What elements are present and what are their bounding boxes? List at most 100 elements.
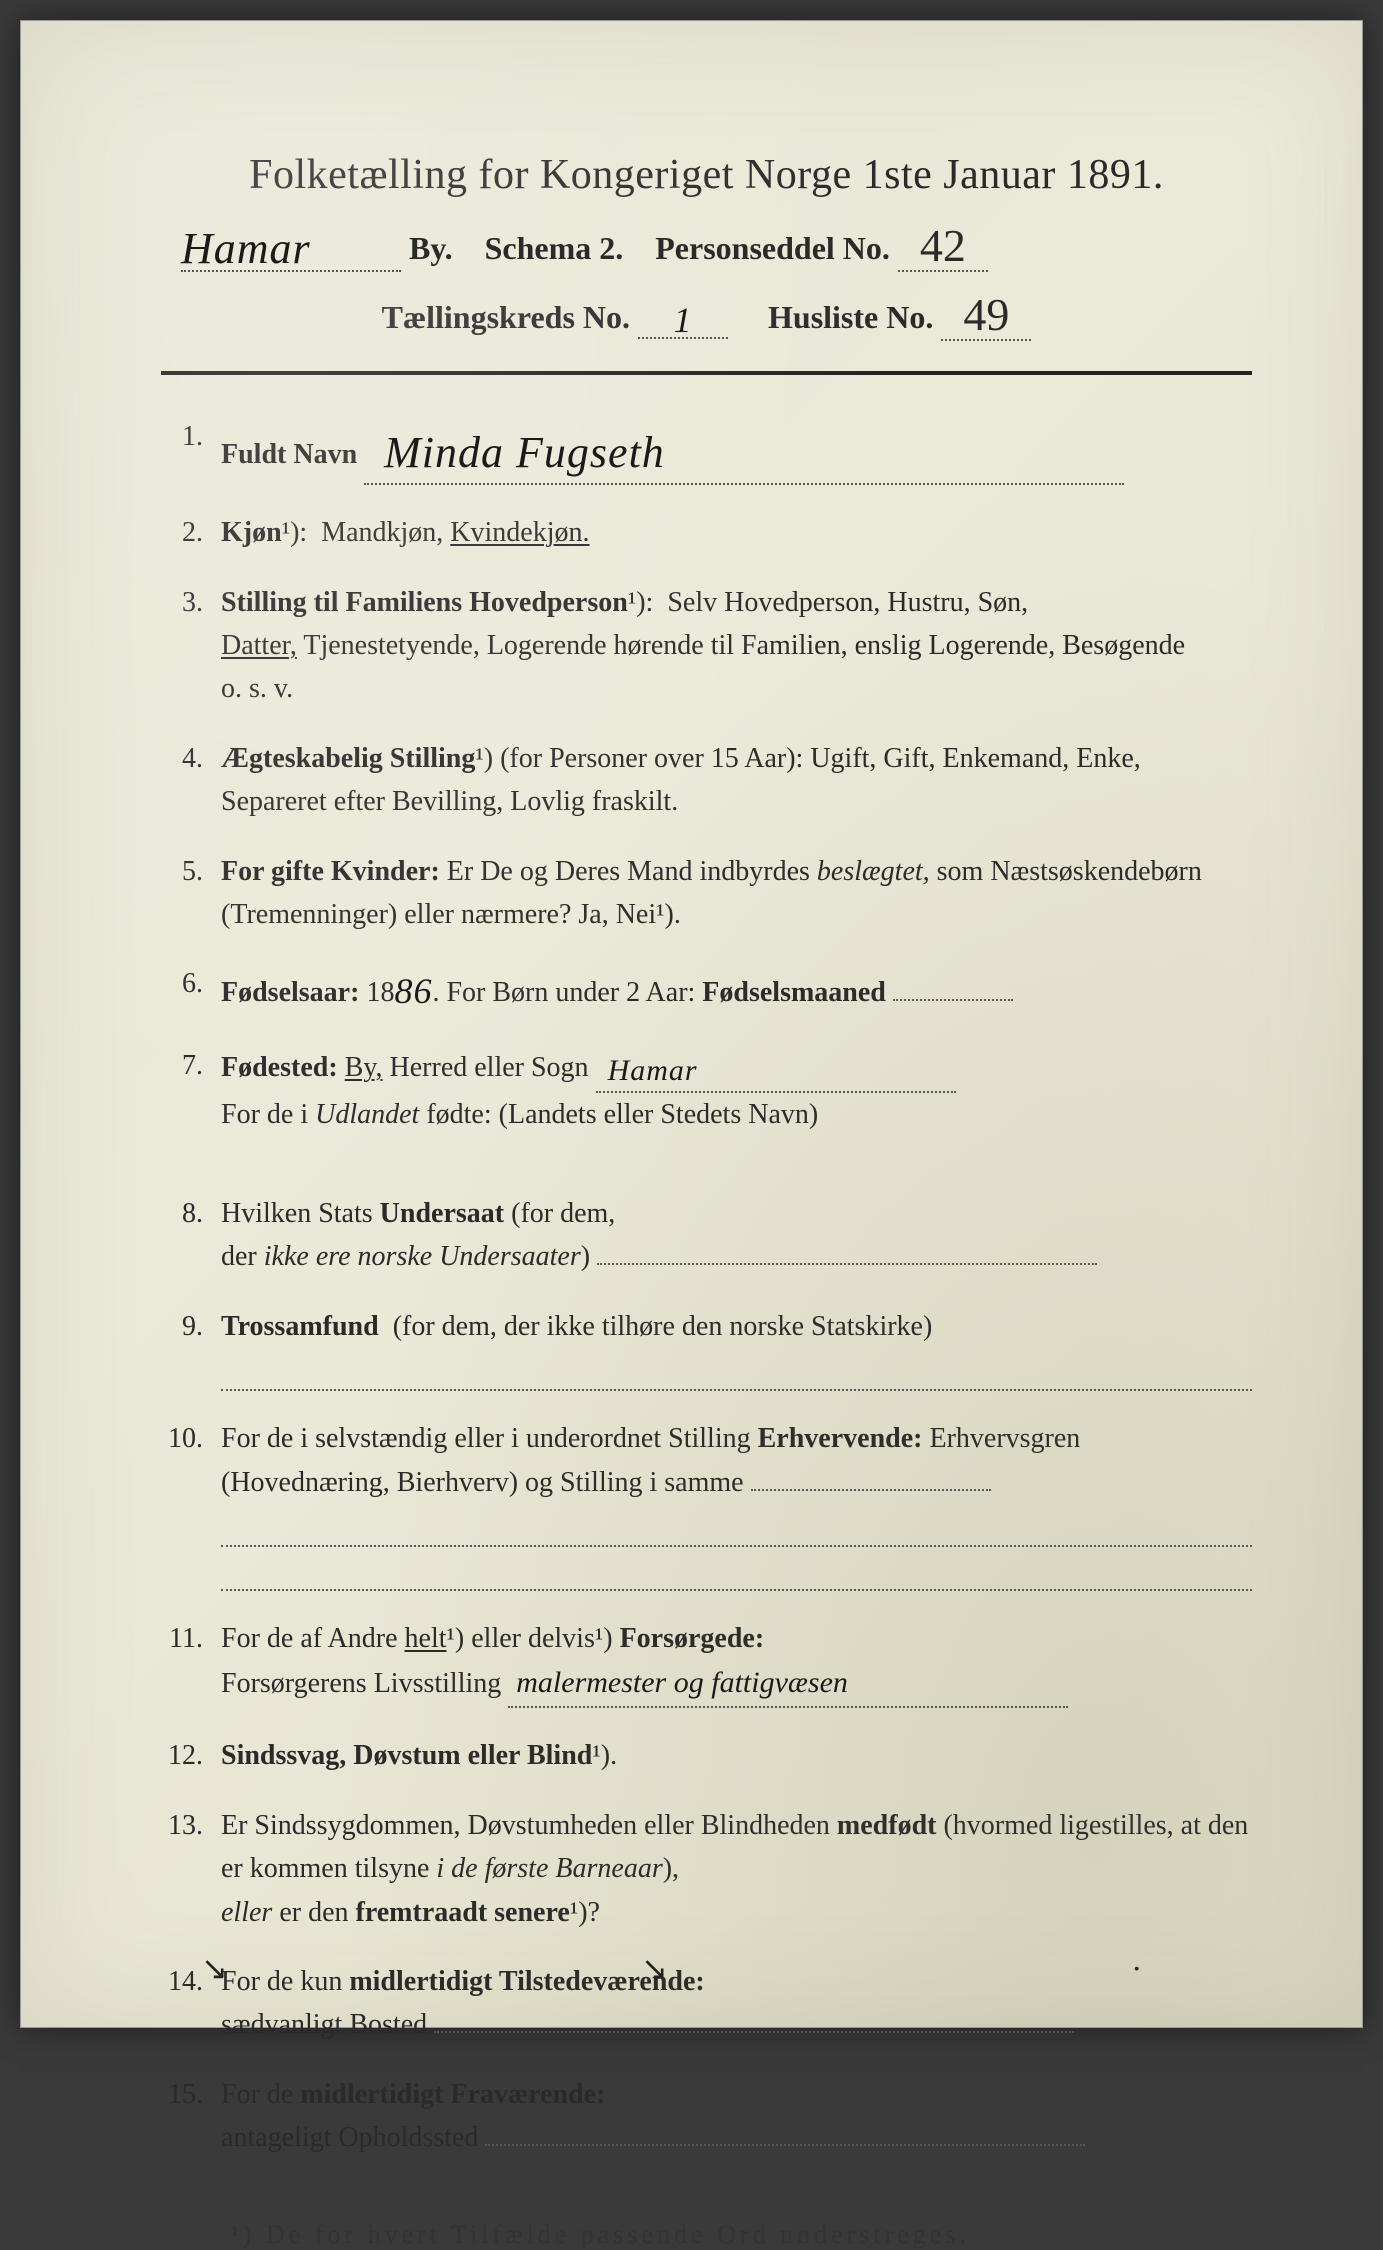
text1: Er De og Deres Mand indbyrdes: [447, 856, 810, 887]
text1: For de af Andre: [221, 1623, 398, 1654]
bold1: medfødt: [837, 1810, 937, 1841]
row-num: 3.: [161, 581, 221, 624]
text2: (for dem,: [511, 1198, 615, 1229]
form-title: Folketælling for Kongeriget Norge 1ste J…: [161, 151, 1252, 199]
opt-datter: Datter,: [221, 630, 297, 661]
note: ¹)?: [570, 1897, 600, 1928]
row-1: 1. Fuldt Navn Minda Fugseth: [161, 415, 1252, 485]
note: ¹) eller delvis¹): [447, 1623, 613, 1654]
row-num: 6.: [161, 962, 221, 1005]
opt-mand: Mandkjøn,: [321, 517, 443, 548]
italic: Udlandet: [315, 1099, 419, 1130]
text: . For Børn under 2 Aar:: [432, 977, 695, 1008]
note: ¹): [475, 743, 493, 774]
text2: Tjenestetyende, Logerende hørende til Fa…: [303, 630, 1185, 661]
footnote: ¹) De for hvert Tilfælde passende Ord un…: [161, 2220, 1252, 2250]
row-num: 1.: [161, 415, 221, 458]
text3: der: [221, 1241, 257, 1272]
row-num: 5.: [161, 850, 221, 893]
row-9: 9. Trossamfund (for dem, der ikke tilhør…: [161, 1305, 1252, 1392]
row-8: 8. Hvilken Stats Undersaat (for dem, der…: [161, 1192, 1252, 1279]
field-label: Forsørgede:: [620, 1623, 765, 1654]
text1: Herred eller Sogn: [390, 1052, 589, 1083]
note: ¹):: [628, 587, 654, 618]
row-7: 7. Fødested: By, Herred eller Sogn Hamar…: [161, 1044, 1252, 1136]
text1: Selv Hovedperson, Hustru, Søn,: [667, 587, 1028, 618]
row-num: 12.: [161, 1734, 221, 1777]
text4: ): [581, 1241, 590, 1272]
text3: fødte: (Landets eller Stedets Navn): [426, 1099, 818, 1130]
mark-icon: ↘: [201, 1949, 228, 1987]
row-num: 4.: [161, 737, 221, 780]
field-label: midlertidigt Fraværende:: [300, 2079, 605, 2110]
row-num: 10.: [161, 1417, 221, 1460]
text1: For de: [221, 2079, 293, 2110]
by-label: By.: [409, 230, 453, 266]
field-label-2: Fødselsmaaned: [702, 977, 886, 1008]
field-label: Undersaat: [380, 1198, 504, 1229]
italic: i de første Barneaar: [436, 1853, 662, 1884]
field-label: Trossamfund: [221, 1311, 379, 1342]
field-label: For gifte Kvinder:: [221, 856, 440, 887]
name-value: Minda Fugseth: [384, 428, 665, 477]
underlined: helt: [405, 1623, 447, 1654]
row-4: 4. Ægteskabelig Stilling¹) (for Personer…: [161, 737, 1252, 824]
text: (for dem, der ikke tilhøre den norske St…: [393, 1311, 933, 1342]
text3: ),: [663, 1853, 679, 1884]
opt-by: By,: [345, 1052, 383, 1083]
husliste-no: 49: [963, 289, 1009, 340]
birth-year: 86: [394, 971, 432, 1011]
row-11: 11. For de af Andre helt¹) eller delvis¹…: [161, 1617, 1252, 1709]
text2: For de i: [221, 1099, 308, 1130]
field-label: Sindssvag, Døvstum eller Blind: [221, 1740, 592, 1771]
note: ¹).: [592, 1740, 617, 1771]
text2: antageligt Opholdssted: [221, 2122, 478, 2153]
field-label: Ægteskabelig Stilling: [221, 743, 475, 774]
birthplace-value: Hamar: [608, 1054, 698, 1087]
header-line-2: Tællingskreds No. 1 Husliste No. 49: [161, 286, 1252, 341]
header-line-1: Hamar By. Schema 2. Personseddel No. 42: [161, 217, 1252, 272]
kreds-label: Tællingskreds No.: [382, 299, 630, 335]
opt-kvinde: Kvindekjøn.: [450, 517, 589, 548]
field-label: Fødested:: [221, 1052, 338, 1083]
italic: ikke ere norske Undersaater: [264, 1241, 581, 1272]
row-num: 11.: [161, 1617, 221, 1660]
text4: er den: [279, 1897, 348, 1928]
mark-icon: ↘: [641, 1949, 668, 1987]
census-form-page: Folketælling for Kongeriget Norge 1ste J…: [20, 20, 1363, 2028]
text2: sædvanligt Bosted: [221, 2009, 427, 2040]
row-num: 8.: [161, 1192, 221, 1235]
mark-icon: ·: [1131, 1950, 1142, 1987]
row-13: 13. Er Sindssygdommen, Døvstumheden elle…: [161, 1804, 1252, 1934]
row-num: 13.: [161, 1804, 221, 1847]
text1: For de i selvstændig eller i underordnet…: [221, 1423, 751, 1454]
note: ¹):: [282, 517, 308, 548]
husliste-label: Husliste No.: [768, 299, 933, 335]
field-label: Erhvervende:: [758, 1423, 923, 1454]
field-label: Kjøn: [221, 517, 282, 548]
row-5: 5. For gifte Kvinder: Er De og Deres Man…: [161, 850, 1252, 937]
row-num: 15.: [161, 2073, 221, 2116]
year-prefix: 18: [366, 977, 394, 1008]
city-handwritten: Hamar: [181, 224, 311, 273]
provider-value: malermester og fattigvæsen: [516, 1666, 848, 1699]
field-label: Stilling til Familiens Hovedperson: [221, 587, 628, 618]
kreds-no: 1: [674, 300, 693, 340]
divider-top: [161, 371, 1252, 375]
row-num: 9.: [161, 1305, 221, 1348]
row-2: 2. Kjøn¹): Mandkjøn, Kvindekjøn.: [161, 511, 1252, 554]
text1: Hvilken Stats: [221, 1198, 373, 1229]
italic: beslægtet,: [817, 856, 930, 887]
personseddel-no: 42: [920, 220, 966, 271]
text3: o. s. v.: [221, 673, 293, 704]
italic2: eller: [221, 1897, 272, 1928]
row-6: 6. Fødselsaar: 1886. For Børn under 2 Aa…: [161, 962, 1252, 1018]
bold2: fremtraadt senere: [356, 1897, 570, 1928]
text2: Forsørgerens Livsstilling: [221, 1668, 501, 1699]
field-label: Fuldt Navn: [221, 439, 357, 470]
personseddel-label: Personseddel No.: [655, 230, 890, 266]
row-num: 7.: [161, 1044, 221, 1087]
row-14: 14. For de kun midlertidigt Tilstedevære…: [161, 1960, 1252, 2047]
text1: For de kun: [221, 1966, 342, 1997]
row-15: 15. For de midlertidigt Fraværende: anta…: [161, 2073, 1252, 2160]
